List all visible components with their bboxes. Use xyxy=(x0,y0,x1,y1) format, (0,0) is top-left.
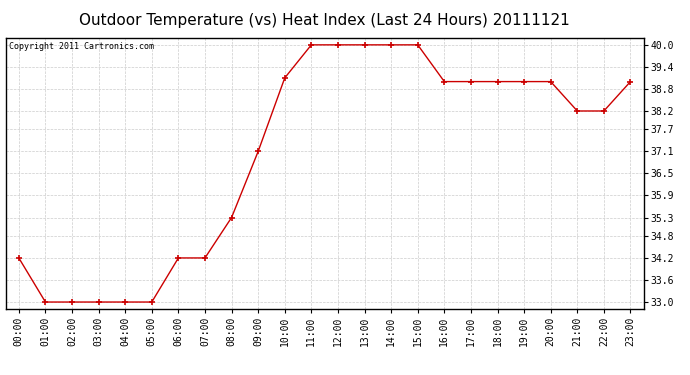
Text: Outdoor Temperature (vs) Heat Index (Last 24 Hours) 20111121: Outdoor Temperature (vs) Heat Index (Las… xyxy=(79,13,570,28)
Text: Copyright 2011 Cartronics.com: Copyright 2011 Cartronics.com xyxy=(9,42,154,51)
